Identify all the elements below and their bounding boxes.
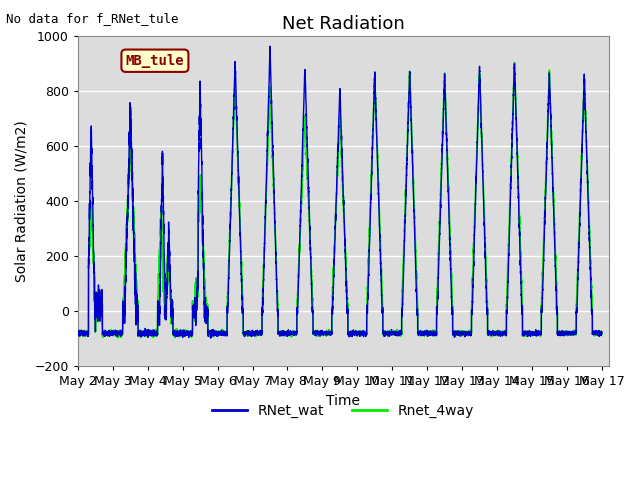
X-axis label: Time: Time — [326, 394, 360, 408]
Text: No data for f_RNet_tule: No data for f_RNet_tule — [6, 12, 179, 25]
Text: MB_tule: MB_tule — [125, 54, 184, 68]
Y-axis label: Solar Radiation (W/m2): Solar Radiation (W/m2) — [15, 120, 29, 282]
Legend: RNet_wat, Rnet_4way: RNet_wat, Rnet_4way — [207, 398, 480, 424]
Title: Net Radiation: Net Radiation — [282, 15, 404, 33]
